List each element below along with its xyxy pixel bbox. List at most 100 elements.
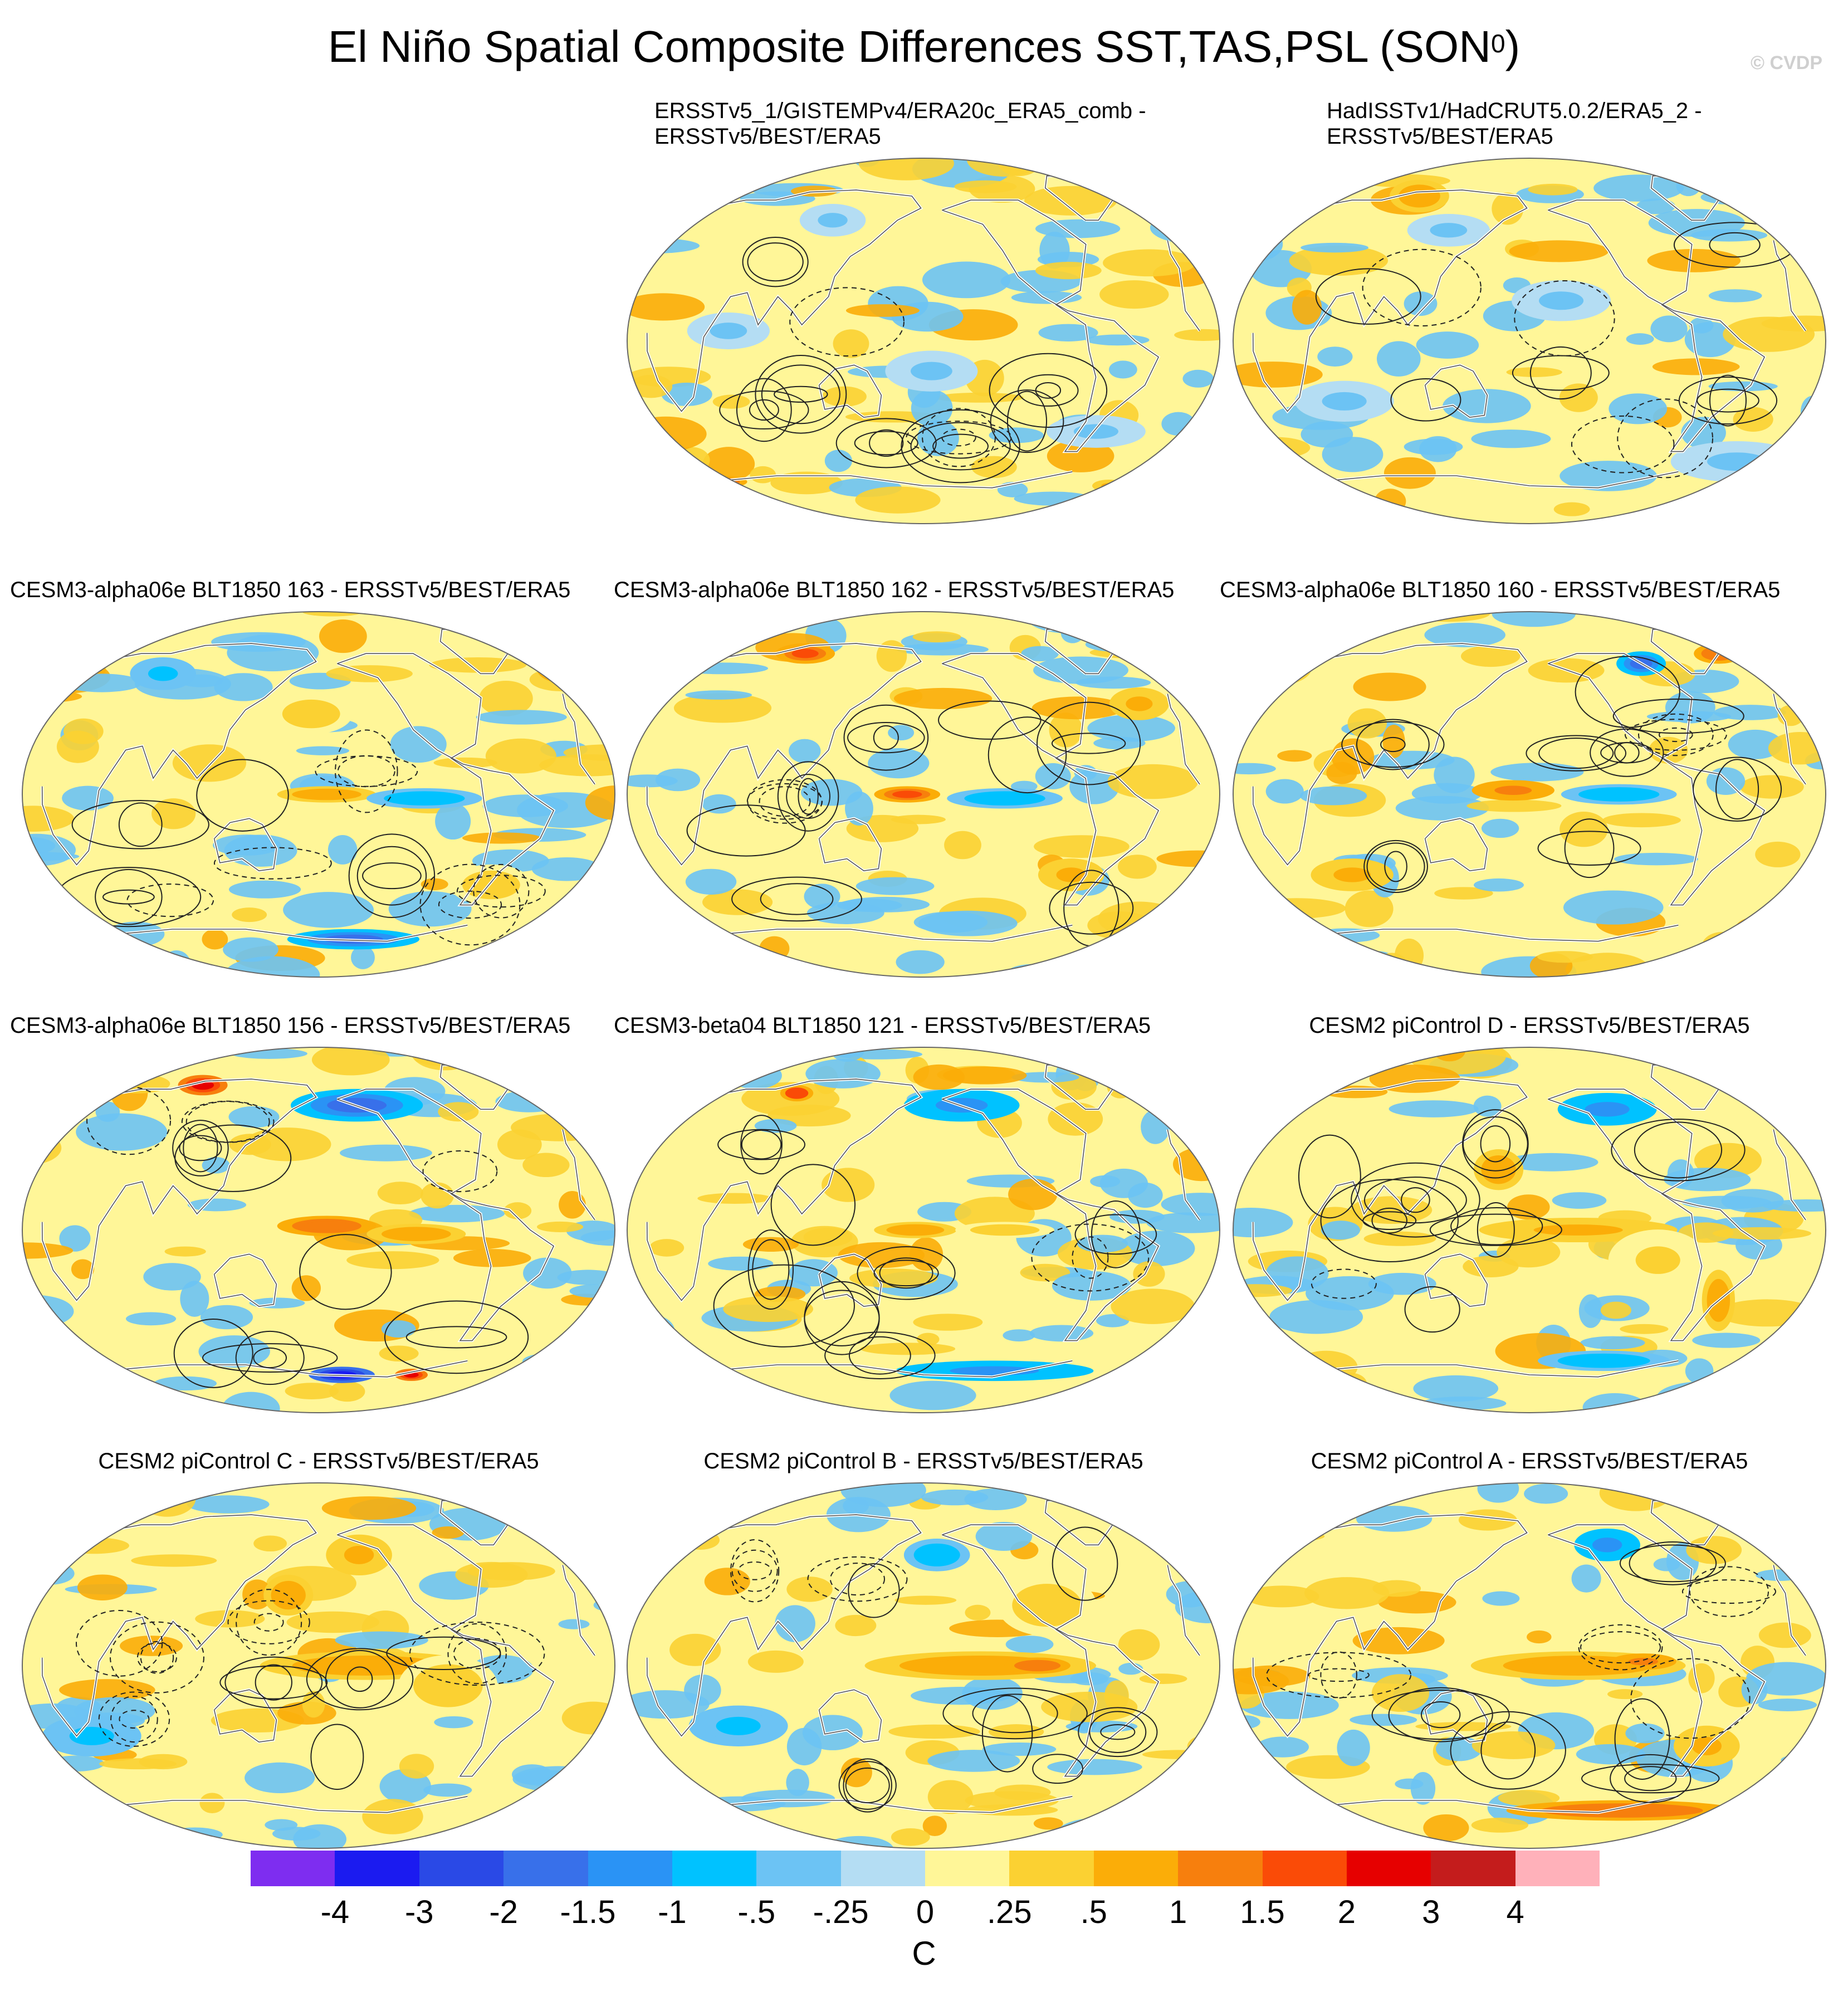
- coastline: [213, 818, 277, 872]
- psl-contour: [253, 1347, 287, 1369]
- psl-contour: [299, 1234, 392, 1310]
- anomaly-patch: [849, 1268, 938, 1288]
- psl-contour: [1362, 248, 1482, 326]
- psl-contour: [1581, 1764, 1720, 1794]
- anomaly-patch: [138, 1483, 196, 1517]
- psl-contour: [1681, 1579, 1777, 1604]
- coastline: [710, 1796, 1073, 1813]
- anomaly-patch: [1434, 887, 1493, 900]
- psl-contour: [1036, 701, 1141, 785]
- anomaly-patch: [1241, 649, 1312, 686]
- anomaly-patch: [1233, 665, 1285, 697]
- psl-contour: [1590, 728, 1664, 777]
- anomaly-patch: [855, 486, 941, 514]
- psl-contour: [235, 1330, 305, 1385]
- psl-contour: [1462, 1116, 1528, 1172]
- psl-contour: [1693, 756, 1782, 822]
- psl-contour: [362, 862, 422, 890]
- anomaly-patch: [476, 710, 567, 725]
- anomaly-patch: [1482, 1591, 1520, 1606]
- coastline: [337, 1524, 555, 1777]
- psl-contour: [181, 1100, 275, 1143]
- anomaly-core: [1333, 867, 1371, 882]
- anomaly-patch: [1527, 1630, 1552, 1644]
- colorbar-swatch: [1431, 1851, 1515, 1886]
- psl-contour: [774, 385, 828, 403]
- anomaly-patch: [1077, 1234, 1128, 1253]
- psl-contour: [1320, 1651, 1357, 1699]
- anomaly-patch: [627, 416, 707, 452]
- anomaly-patch: [586, 1573, 615, 1594]
- anomaly-patch: [708, 1256, 774, 1271]
- anomaly-patch: [917, 1332, 940, 1346]
- psl-contour: [869, 429, 904, 457]
- anomaly-patch: [833, 329, 869, 358]
- anomaly-core: [1533, 1224, 1623, 1236]
- psl-contour: [847, 722, 925, 754]
- panel-title-line: CESM3-alpha06e BLT1850 156 - ERSSTv5/BES…: [10, 1013, 571, 1038]
- anomaly-patch: [1138, 1819, 1163, 1832]
- anomaly-patch: [910, 1237, 943, 1271]
- anomaly-patch: [1233, 362, 1323, 388]
- anomaly-patch: [1321, 1221, 1360, 1240]
- psl-contour: [736, 378, 792, 442]
- psl-contour: [1315, 268, 1421, 325]
- anomaly-patch: [22, 1353, 53, 1374]
- anomaly-core: [1494, 785, 1532, 795]
- anomaly-patch: [1304, 1577, 1390, 1609]
- anomaly-patch: [390, 726, 447, 763]
- panel-title: CESM3-alpha06e BLT1850 156 - ERSSTv5/BES…: [10, 1013, 570, 1038]
- psl-contour: [1100, 1724, 1136, 1740]
- coastline: [818, 818, 882, 872]
- anomaly-patch: [1299, 786, 1367, 806]
- anomaly-patch: [1794, 630, 1820, 666]
- anomaly-core: [710, 323, 747, 339]
- anomaly-patch: [1047, 1759, 1142, 1775]
- psl-contour: [1401, 1187, 1430, 1213]
- anomaly-patch: [1097, 1069, 1153, 1084]
- anomaly-patch: [1772, 612, 1826, 638]
- psl-contour: [1390, 378, 1461, 422]
- psl-contour: [1709, 232, 1761, 258]
- anomaly-patch: [1108, 360, 1137, 379]
- panel-title: CESM2 piControl B - ERSSTv5/BEST/ERA5: [626, 1448, 1221, 1474]
- anomaly-patch: [1118, 1629, 1160, 1661]
- coastline: [41, 643, 595, 866]
- psl-contour: [854, 431, 918, 456]
- psl-contour: [76, 1609, 163, 1677]
- coastline: [337, 653, 555, 906]
- anomaly-patch: [511, 1114, 608, 1141]
- psl-contour: [1049, 881, 1134, 935]
- anomaly-patch: [1174, 329, 1220, 341]
- anomaly-patch: [1752, 1071, 1800, 1109]
- colorbar-tick-label: 1: [1169, 1894, 1187, 1930]
- anomaly-patch: [1801, 396, 1826, 427]
- colorbar-tick-label: .25: [987, 1894, 1032, 1930]
- psl-contour: [786, 774, 830, 819]
- psl-contour: [1537, 831, 1641, 866]
- anomaly-patch: [585, 785, 615, 820]
- anomaly-patch: [1460, 645, 1521, 667]
- anomaly-patch: [805, 1058, 881, 1089]
- anomaly-patch: [1769, 1483, 1826, 1505]
- anomaly-patch: [1233, 190, 1283, 223]
- psl-contour: [770, 1164, 856, 1246]
- anomaly-patch: [1020, 1263, 1070, 1282]
- psl-contour: [1629, 1541, 1717, 1585]
- psl-contour: [98, 1691, 170, 1747]
- coastline: [942, 199, 1160, 452]
- psl-contour: [438, 890, 502, 919]
- psl-contour: [848, 1336, 911, 1375]
- anomaly-patch: [1363, 1231, 1436, 1246]
- anomaly-patch: [1104, 1055, 1156, 1079]
- colorbar-tick-label: 0: [916, 1894, 935, 1930]
- coastline: [1548, 653, 1766, 906]
- anomaly-patch: [1103, 249, 1196, 277]
- anomaly-patch: [453, 1249, 531, 1267]
- anomaly-patch: [1337, 1729, 1370, 1766]
- anomaly-patch: [1292, 290, 1322, 325]
- anomaly-patch: [1090, 1175, 1121, 1188]
- panel-title: HadISSTv1/HadCRUT5.0.2/ERA5_2 - ERSSTv5/B…: [1327, 98, 1702, 149]
- composite-map-p7: [627, 1047, 1220, 1413]
- psl-contour: [119, 1710, 150, 1729]
